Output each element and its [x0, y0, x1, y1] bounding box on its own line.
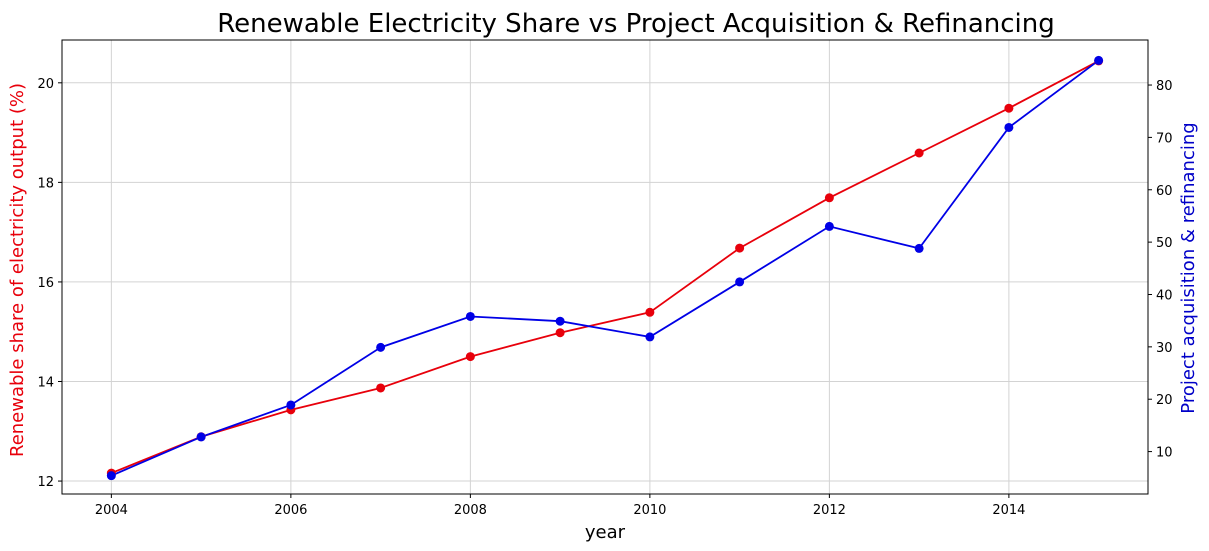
project-acquisition-point: [106, 471, 116, 481]
project-acquisition-point: [196, 432, 206, 442]
x-axis-ticks: 2004 2006 2008 2010 2012 2014: [95, 494, 1025, 518]
gridlines: [62, 40, 1148, 494]
renewable-share-line: [111, 60, 1100, 474]
left-y-tick-label: 14: [37, 375, 54, 390]
series-lines: [111, 59, 1100, 477]
renewable-share-point: [465, 352, 475, 362]
left-y-axis-title: Renewable share of electricity output (%…: [7, 83, 28, 457]
x-tick-label: 2008: [454, 503, 487, 518]
left-y-tick-label: 18: [37, 176, 54, 191]
project-acquisition-point: [286, 400, 296, 410]
project-acquisition-point: [824, 221, 834, 231]
x-axis-title: year: [585, 522, 626, 543]
left-y-axis-ticks: 12 14 16 18 20: [37, 77, 62, 490]
project-acquisition-point: [914, 243, 924, 253]
renewable-share-point: [376, 383, 386, 393]
right-y-axis-ticks: 10 20 30 40 50 60 70 80: [1148, 79, 1173, 461]
x-tick-label: 2014: [992, 503, 1025, 518]
renewable-share-point: [824, 193, 834, 203]
right-y-tick-label: 60: [1156, 184, 1173, 199]
x-tick-label: 2012: [813, 503, 846, 518]
right-y-tick-label: 30: [1156, 341, 1173, 356]
right-y-tick-label: 10: [1156, 446, 1173, 461]
right-y-tick-label: 40: [1156, 288, 1173, 303]
renewable-share-point: [645, 307, 655, 317]
x-tick-label: 2006: [274, 503, 307, 518]
right-y-tick-label: 20: [1156, 393, 1173, 408]
project-acquisition-point: [376, 342, 386, 352]
project-acquisition-point: [1094, 55, 1104, 65]
series-points: [106, 55, 1104, 481]
left-y-tick-label: 12: [37, 475, 54, 490]
project-acquisition-line: [111, 59, 1100, 477]
right-y-axis-title: Project acquisition & refinancing: [1178, 122, 1199, 413]
renewable-share-point: [555, 328, 565, 338]
x-tick-label: 2010: [633, 503, 666, 518]
project-acquisition-point: [645, 332, 655, 342]
project-acquisition-point: [555, 316, 565, 326]
right-y-tick-label: 70: [1156, 131, 1173, 146]
right-y-tick-label: 80: [1156, 79, 1173, 94]
project-acquisition-point: [735, 277, 745, 287]
project-acquisition-point: [465, 311, 475, 321]
plot-frame: [61, 39, 1149, 495]
renewable-share-point: [735, 243, 745, 253]
renewable-share-point: [914, 148, 924, 158]
left-y-tick-label: 16: [37, 276, 54, 291]
left-y-tick-label: 20: [37, 77, 54, 92]
right-y-tick-label: 50: [1156, 236, 1173, 251]
chart-title: Renewable Electricity Share vs Project A…: [217, 9, 1055, 39]
x-tick-label: 2004: [95, 503, 128, 518]
project-acquisition-point: [1004, 122, 1014, 132]
renewable-share-point: [1004, 103, 1014, 113]
